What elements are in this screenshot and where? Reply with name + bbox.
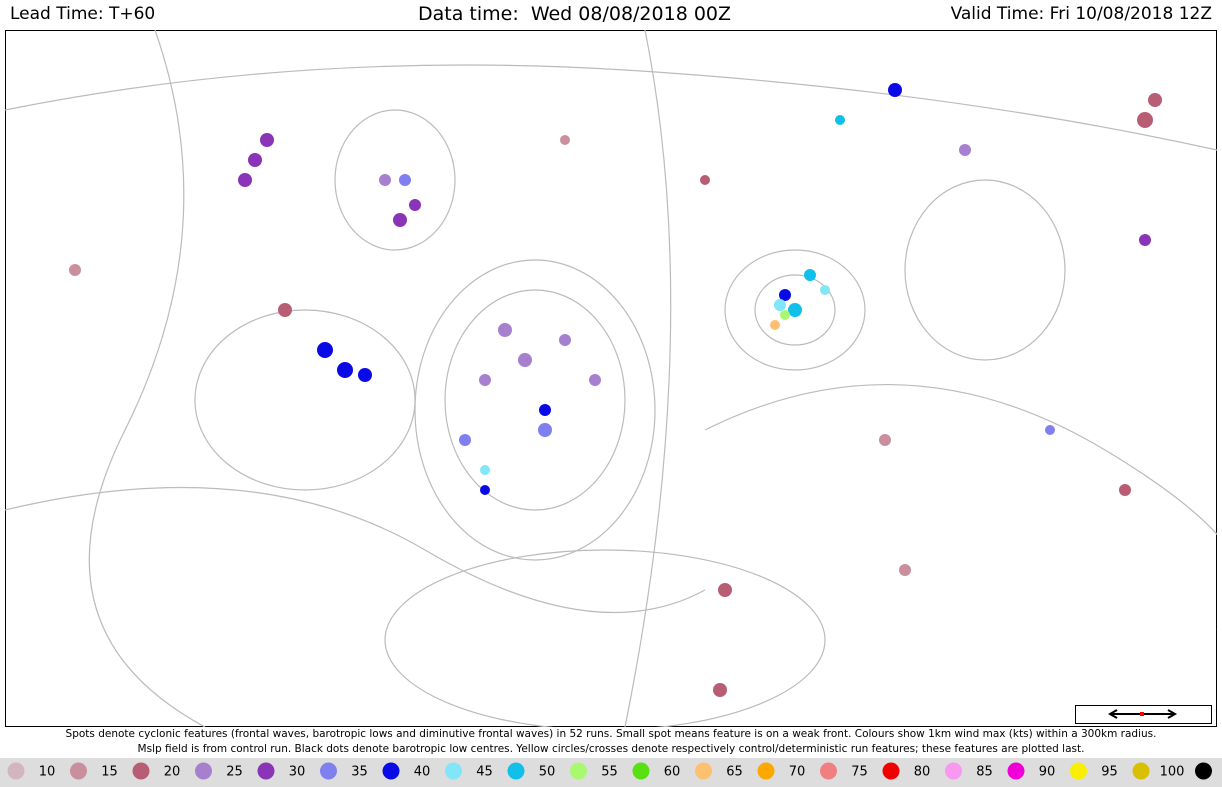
scale-box bbox=[1075, 705, 1212, 724]
legend-swatch bbox=[570, 762, 587, 780]
legend-label: 50 bbox=[539, 765, 556, 780]
legend-label: 15 bbox=[101, 765, 118, 780]
data-time: Data time: Wed 08/08/2018 00Z bbox=[418, 3, 732, 25]
isobars bbox=[5, 30, 1217, 727]
legend-label: 25 bbox=[226, 765, 243, 780]
legend-swatch bbox=[257, 762, 275, 780]
legend-swatch bbox=[1132, 762, 1150, 780]
legend-swatch bbox=[70, 762, 87, 780]
legend-label: 35 bbox=[351, 765, 368, 780]
legend-swatch bbox=[1070, 762, 1087, 780]
legend: 10 15 20 25 30 35 40 45 50 55 60 65 70 75 80 85 90 95 100 bbox=[0, 758, 1222, 787]
legend-label: 70 bbox=[789, 765, 806, 780]
legend-label: 85 bbox=[976, 765, 993, 780]
legend-label: 65 bbox=[726, 765, 743, 780]
cyclone-spots bbox=[69, 83, 1162, 697]
legend-label: 45 bbox=[476, 765, 493, 780]
legend-label: 100 bbox=[1160, 765, 1185, 780]
legend-swatch bbox=[882, 762, 900, 780]
lead-time: Lead Time: T+60 bbox=[10, 4, 156, 24]
caption-line: Spots denote cyclonic features (frontal … bbox=[65, 728, 1157, 740]
legend-label: 20 bbox=[164, 765, 181, 780]
legend-label: 95 bbox=[1101, 765, 1118, 780]
legend-swatch bbox=[195, 762, 212, 780]
legend-swatch bbox=[507, 762, 525, 780]
legend-swatch bbox=[7, 762, 25, 780]
legend-swatch bbox=[445, 762, 462, 780]
legend-label: 60 bbox=[664, 765, 681, 780]
legend-swatch bbox=[1007, 762, 1025, 780]
legend-swatch bbox=[757, 762, 775, 780]
legend-swatch bbox=[320, 762, 337, 780]
legend-label: 40 bbox=[414, 765, 431, 780]
caption-line: Mslp field is from control run. Black do… bbox=[137, 743, 1085, 755]
legend-label: 90 bbox=[1039, 765, 1056, 780]
legend-swatch bbox=[945, 762, 962, 780]
legend-label: 30 bbox=[289, 765, 306, 780]
legend-swatch bbox=[695, 762, 712, 780]
legend-label: 80 bbox=[914, 765, 931, 780]
legend-swatch bbox=[1195, 762, 1212, 780]
legend-label: 75 bbox=[851, 765, 868, 780]
valid-time: Valid Time: Fri 10/08/2018 12Z bbox=[950, 4, 1212, 24]
map bbox=[5, 30, 1217, 727]
legend-label: 55 bbox=[601, 765, 618, 780]
legend-swatch bbox=[132, 762, 150, 780]
legend-swatch bbox=[382, 762, 400, 780]
legend-swatch bbox=[632, 762, 650, 780]
legend-label: 10 bbox=[39, 765, 56, 780]
legend-swatch bbox=[820, 762, 837, 780]
